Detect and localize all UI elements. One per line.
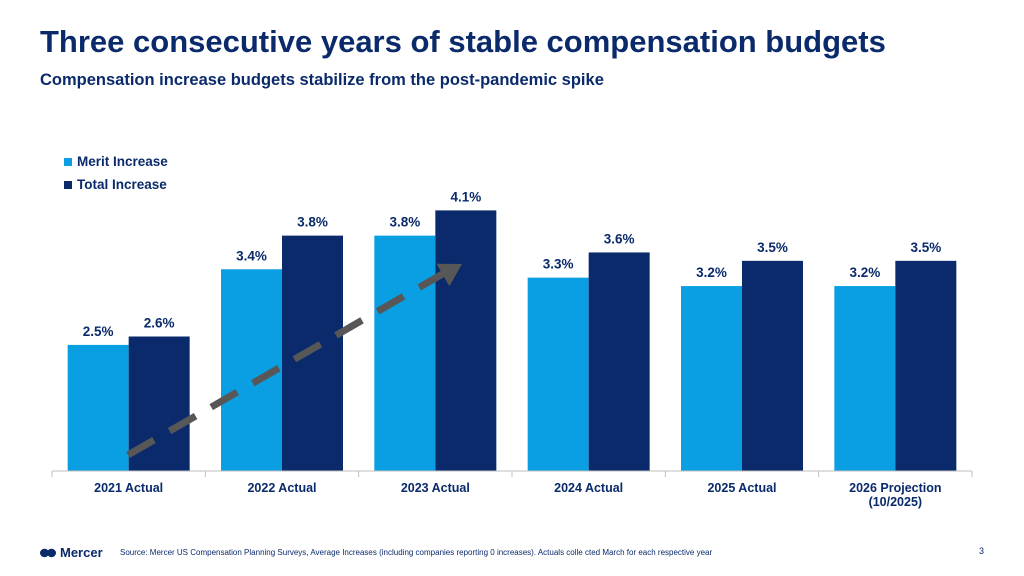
bar-total xyxy=(895,260,957,471)
legend-swatch-total xyxy=(64,180,72,189)
x-tick-label: 2026 Projection (10/2025) xyxy=(849,481,941,509)
data-label-merit: 2.5% xyxy=(83,324,114,339)
legend-item-total: Total Increase xyxy=(64,173,168,196)
data-label-total: 3.5% xyxy=(757,240,788,255)
bar-total xyxy=(742,260,803,471)
x-tick-label: 2021 Actual xyxy=(94,481,163,495)
data-label-merit: 3.3% xyxy=(543,257,574,272)
mercer-logo-text: Mercer xyxy=(60,545,103,560)
page-number: 3 xyxy=(978,546,984,556)
mercer-logo-icon xyxy=(40,548,56,557)
x-tick-label: 2025 Actual xyxy=(707,481,776,495)
data-label-merit: 3.4% xyxy=(236,248,267,263)
data-label-total: 3.6% xyxy=(604,231,635,246)
bar-total xyxy=(282,235,343,471)
x-tick-label: 2023 Actual xyxy=(401,481,470,495)
legend-item-merit: Merit Increase xyxy=(64,150,168,173)
source-note: Source: Mercer US Compensation Planning … xyxy=(120,548,713,557)
data-label-merit: 3.2% xyxy=(849,265,880,280)
legend-swatch-merit xyxy=(64,157,72,166)
data-label-total: 4.1% xyxy=(450,189,481,204)
bar-merit xyxy=(374,235,436,471)
page-title: Three consecutive years of stable compen… xyxy=(40,24,886,59)
data-label-total: 3.8% xyxy=(297,215,328,230)
x-tick-label: 2022 Actual xyxy=(247,481,316,495)
data-label-total: 2.6% xyxy=(144,316,175,331)
legend-label-total: Total Increase xyxy=(77,177,167,192)
bar-chart: 2.5% 2.6% 2021 Actual 3.4% 3.8% 2022 Actual 3.… xyxy=(51,189,973,509)
trend-arrow-head xyxy=(436,263,462,287)
bar-merit xyxy=(834,286,896,471)
bar-total xyxy=(588,252,650,471)
page-subtitle: Compensation increase budgets stabilize … xyxy=(40,71,604,89)
data-label-total: 3.5% xyxy=(910,240,941,255)
data-label-merit: 3.8% xyxy=(389,215,420,230)
chart-legend: Merit Increase Total Increase xyxy=(64,150,168,196)
legend-label-merit: Merit Increase xyxy=(77,154,168,169)
bar-merit xyxy=(527,277,589,471)
bar-merit xyxy=(681,286,742,471)
mercer-logo: Mercer xyxy=(40,545,103,560)
trend-arrow-line xyxy=(126,268,448,459)
x-tick-label: 2024 Actual xyxy=(554,481,623,495)
data-label-merit: 3.2% xyxy=(696,265,727,280)
bar-merit xyxy=(67,344,129,471)
bar-total xyxy=(435,210,497,471)
